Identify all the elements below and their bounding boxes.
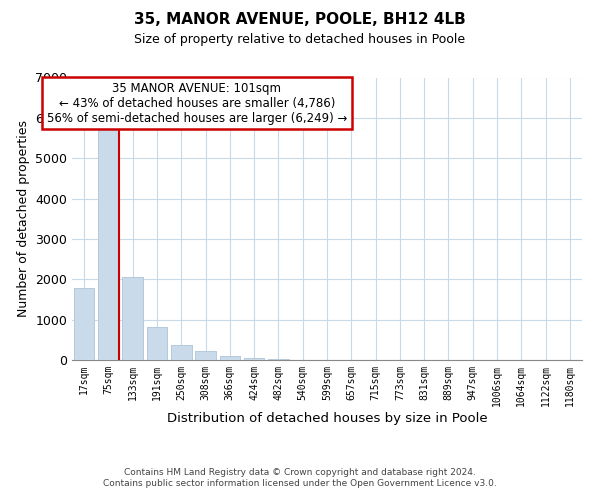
Bar bbox=[220, 356, 240, 360]
Text: Size of property relative to detached houses in Poole: Size of property relative to detached ho… bbox=[134, 32, 466, 46]
Text: Contains HM Land Registry data © Crown copyright and database right 2024.
Contai: Contains HM Land Registry data © Crown c… bbox=[103, 468, 497, 487]
X-axis label: Distribution of detached houses by size in Poole: Distribution of detached houses by size … bbox=[167, 412, 487, 424]
Bar bbox=[146, 327, 167, 360]
Bar bbox=[171, 345, 191, 360]
Bar bbox=[268, 359, 289, 360]
Bar bbox=[74, 288, 94, 360]
Text: 35, MANOR AVENUE, POOLE, BH12 4LB: 35, MANOR AVENUE, POOLE, BH12 4LB bbox=[134, 12, 466, 28]
Bar bbox=[122, 278, 143, 360]
Y-axis label: Number of detached properties: Number of detached properties bbox=[17, 120, 29, 318]
Bar bbox=[195, 351, 216, 360]
Bar bbox=[98, 128, 119, 360]
Bar bbox=[244, 358, 265, 360]
Text: 35 MANOR AVENUE: 101sqm
← 43% of detached houses are smaller (4,786)
56% of semi: 35 MANOR AVENUE: 101sqm ← 43% of detache… bbox=[47, 82, 347, 124]
